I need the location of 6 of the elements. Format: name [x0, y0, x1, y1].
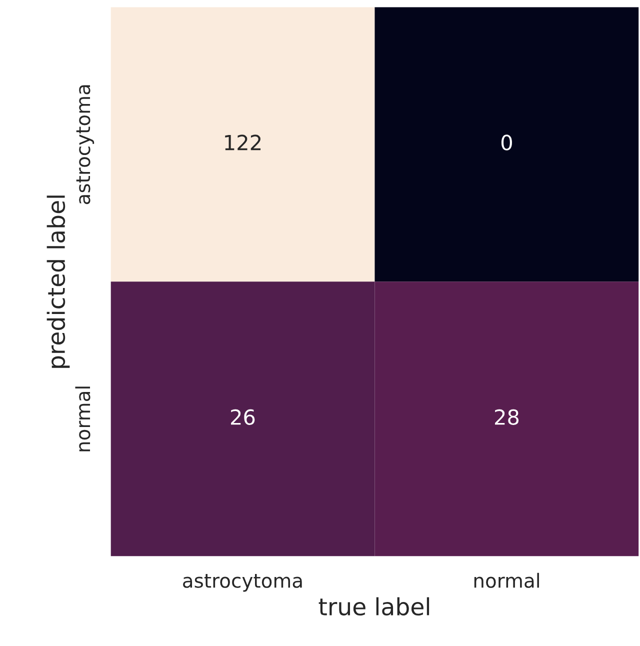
- data-label: 122: [225, 134, 261, 150]
- data-label: 26: [230, 409, 255, 425]
- data-label: 28: [494, 409, 519, 425]
- x-axis-title: true label: [318, 597, 430, 616]
- y-axis-title: predicted label: [46, 196, 70, 368]
- data-label: 0: [501, 134, 512, 150]
